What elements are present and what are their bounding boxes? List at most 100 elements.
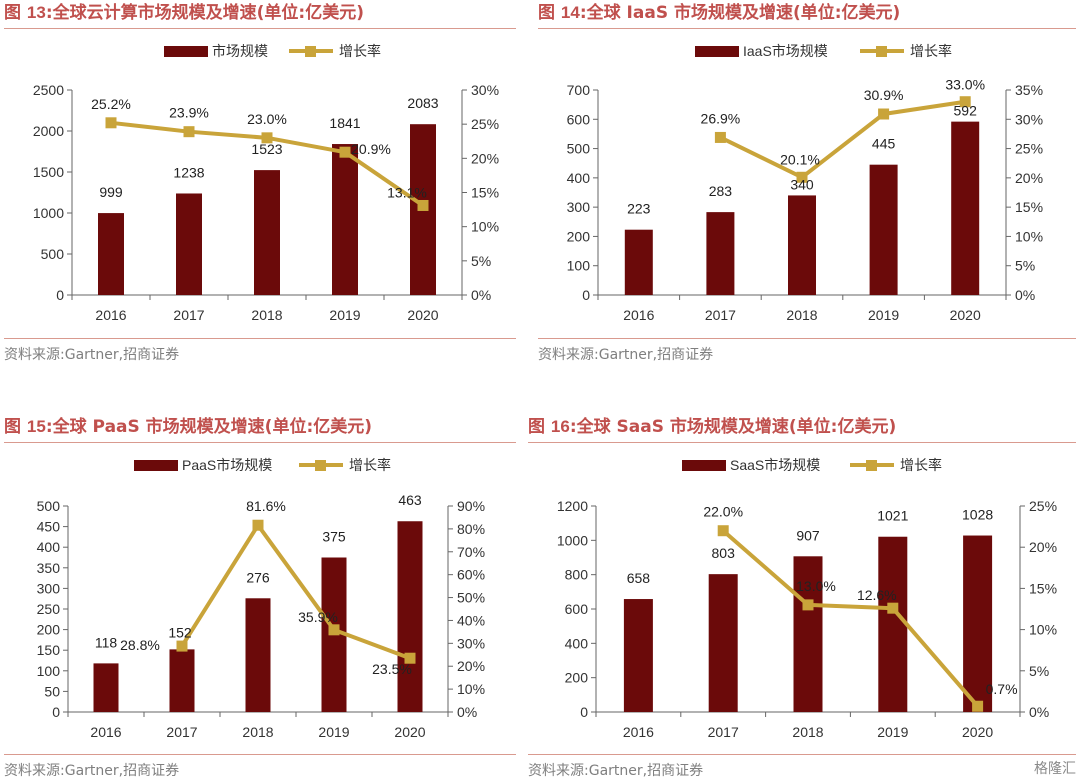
- bar: [624, 229, 653, 295]
- bar: [708, 574, 738, 712]
- bar-data-label: 592: [954, 103, 978, 119]
- left-tick-label: 400: [567, 170, 591, 186]
- legend-label-bar: PaaS市场规模: [182, 457, 272, 473]
- chart-title: 图 16:全球 SaaS 市场规模及增速(单位:亿美元): [528, 416, 1076, 443]
- growth-point: [417, 199, 429, 211]
- line-data-label: 30.9%: [864, 87, 904, 103]
- bar: [176, 193, 202, 295]
- left-tick-label: 500: [37, 498, 61, 514]
- growth-point: [176, 640, 188, 652]
- left-tick-label: 500: [567, 141, 591, 157]
- bar-data-label: 463: [398, 492, 422, 508]
- legend-bar-swatch: [134, 460, 178, 471]
- x-tick-label: 2019: [329, 307, 360, 323]
- right-tick-label: 0%: [1015, 287, 1035, 303]
- left-tick-label: 500: [41, 246, 65, 262]
- source-note: 资料来源:Gartner,招商证券: [4, 754, 516, 780]
- right-tick-label: 25%: [471, 116, 499, 132]
- legend-label-bar: 市场规模: [212, 43, 268, 59]
- right-tick-label: 40%: [457, 612, 485, 628]
- right-tick-label: 10%: [1015, 228, 1043, 244]
- x-tick-label: 2017: [705, 307, 736, 323]
- bar: [98, 213, 124, 295]
- line-data-label: 25.2%: [91, 96, 131, 112]
- combo-chart-iaas: IaaS市场规模 增长率 0 100 200 300 400 500 600 700 0% 5% 10%…: [567, 43, 1043, 323]
- right-tick-label: 20%: [1015, 170, 1043, 186]
- growth-point: [105, 117, 117, 129]
- left-tick-label: 700: [567, 82, 591, 98]
- line-data-label: 26.9%: [701, 110, 741, 126]
- bar: [623, 599, 653, 712]
- legend-marker-swatch: [305, 46, 316, 57]
- x-tick-label: 2018: [786, 307, 817, 323]
- bar-data-label: 803: [712, 545, 736, 561]
- left-tick-label: 250: [37, 601, 61, 617]
- left-tick-label: 100: [567, 258, 591, 274]
- line-data-label: 0.7%: [986, 681, 1018, 697]
- right-tick-label: 30%: [1015, 111, 1043, 127]
- bar-data-label: 283: [709, 183, 733, 199]
- left-tick-label: 0: [56, 287, 64, 303]
- bar: [878, 536, 908, 712]
- right-tick-label: 0%: [457, 704, 477, 720]
- legend-marker-swatch: [866, 460, 877, 471]
- bar-data-label: 1523: [251, 141, 282, 157]
- chart-panel-15: 图 15:全球 PaaS 市场规模及增速(单位:亿美元) PaaS市场规模 增长率…: [4, 416, 516, 780]
- legend-label-line: 增长率: [910, 43, 952, 59]
- right-tick-label: 10%: [1029, 622, 1057, 638]
- x-tick-label: 2017: [166, 724, 197, 740]
- right-tick-label: 30%: [457, 635, 485, 651]
- bar: [706, 212, 735, 295]
- chart-title: 图 13:全球云计算市场规模及增速(单位:亿美元): [4, 2, 516, 29]
- legend-bar-swatch: [695, 46, 739, 57]
- right-tick-label: 0%: [1029, 704, 1049, 720]
- bar-data-label: 1021: [877, 508, 908, 524]
- left-tick-label: 350: [37, 560, 61, 576]
- left-tick-label: 150: [37, 642, 61, 658]
- bar-data-label: 1841: [329, 115, 360, 131]
- legend-label-bar: IaaS市场规模: [743, 43, 828, 59]
- bar-data-label: 999: [99, 184, 123, 200]
- left-tick-label: 0: [580, 704, 588, 720]
- x-tick-label: 2020: [407, 307, 438, 323]
- legend-marker-swatch: [315, 460, 326, 471]
- bar: [169, 649, 195, 712]
- chart-panel-13: 图 13:全球云计算市场规模及增速(单位:亿美元) 市场规模 增长率 0 500 100…: [4, 2, 516, 366]
- growth-line: [719, 99, 966, 180]
- watermark-logo: 格隆汇: [1034, 761, 1076, 777]
- bar-data-label: 907: [796, 527, 820, 543]
- legend-label-line: 增长率: [900, 457, 942, 473]
- chart-panel-14: 图 14:全球 IaaS 市场规模及增速(单位:亿美元) IaaS市场规模 增长率…: [538, 2, 1076, 366]
- line-data-label: 12.6%: [857, 587, 897, 603]
- growth-line: [721, 529, 980, 708]
- legend-label-bar: SaaS市场规模: [730, 457, 820, 473]
- bar: [951, 121, 980, 295]
- x-tick-label: 2020: [950, 307, 981, 323]
- x-tick-label: 2020: [394, 724, 425, 740]
- legend-bar-swatch: [682, 460, 726, 471]
- right-tick-label: 25%: [1029, 498, 1057, 514]
- bar-data-label: 1238: [173, 164, 204, 180]
- bar-data-label: 2083: [407, 95, 438, 111]
- left-tick-label: 1000: [557, 532, 588, 548]
- right-tick-label: 25%: [1015, 141, 1043, 157]
- left-tick-label: 200: [37, 622, 61, 638]
- x-tick-label: 2016: [623, 307, 654, 323]
- left-tick-label: 300: [567, 199, 591, 215]
- bar: [93, 663, 119, 712]
- line-data-label: 23.9%: [169, 105, 209, 121]
- right-tick-label: 50%: [457, 590, 485, 606]
- x-tick-label: 2016: [90, 724, 121, 740]
- line-data-label: 81.6%: [246, 498, 286, 514]
- line-data-label: 23.0%: [247, 111, 287, 127]
- growth-point: [796, 171, 808, 183]
- bar: [963, 535, 993, 712]
- growth-point: [717, 525, 729, 537]
- left-tick-label: 450: [37, 519, 61, 535]
- bar-data-label: 118: [95, 634, 118, 650]
- growth-point: [404, 652, 416, 664]
- line-data-label: 20.9%: [351, 141, 391, 157]
- line-data-label: 33.0%: [945, 77, 985, 93]
- right-tick-label: 5%: [1015, 258, 1035, 274]
- x-tick-label: 2020: [962, 724, 993, 740]
